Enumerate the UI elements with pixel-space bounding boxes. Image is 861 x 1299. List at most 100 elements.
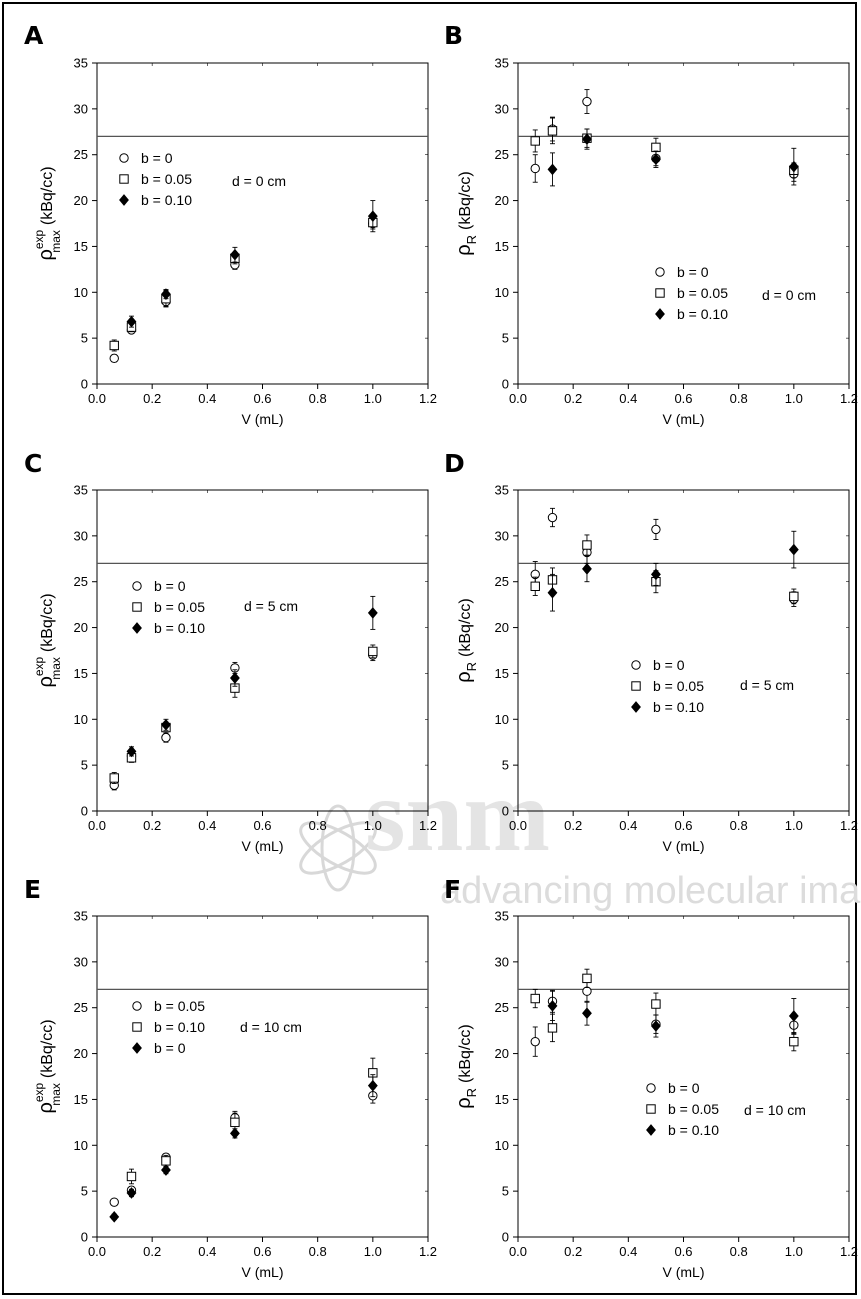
y-tick-label: 5 xyxy=(502,758,509,773)
panel-d: D 0.0 0.2 0.4 0.6 0.8 1.0 1.2 0 5 10 15 20 25 30 35 V (m… xyxy=(444,449,858,854)
series-diamond xyxy=(547,530,799,612)
y-axis-superscript: exp xyxy=(32,229,46,249)
legend-entry: b = 0 xyxy=(655,264,709,280)
y-axis-label: ρexp max (kBq/cc) xyxy=(32,1019,63,1113)
y-tick-label: 20 xyxy=(74,1046,88,1061)
data-point xyxy=(367,1079,378,1092)
series-square xyxy=(109,644,378,784)
legend-entry: b = 0.10 xyxy=(119,192,192,208)
series-circle xyxy=(109,217,378,364)
legend-entry: b = 0.10 xyxy=(132,1019,205,1035)
data-point xyxy=(547,1000,558,1012)
x-tick-label: 0.8 xyxy=(309,1244,327,1259)
x-axis-label: V (mL) xyxy=(242,838,284,854)
legend-marker-square xyxy=(132,602,142,612)
legend-entry: b = 0.05 xyxy=(119,171,192,187)
distance-annotation: d = 10 cm xyxy=(744,1102,806,1118)
y-axis-label: ρexp max (kBq/cc) xyxy=(32,593,63,687)
y-tick-label: 0 xyxy=(81,1230,88,1245)
data-point xyxy=(650,1020,661,1032)
legend-label: b = 0.10 xyxy=(668,1122,719,1138)
data-point xyxy=(651,142,661,153)
y-tick-label: 0 xyxy=(502,1230,509,1245)
x-tick-label: 0.4 xyxy=(619,818,637,833)
legend-label: b = 0.05 xyxy=(154,998,205,1014)
legend-marker-circle xyxy=(655,267,665,277)
plot-frame xyxy=(517,62,850,385)
plot-frame xyxy=(96,62,429,385)
y-tick-label: 15 xyxy=(495,1092,509,1107)
data-point xyxy=(161,288,171,300)
x-tick-label: 0.4 xyxy=(198,1244,216,1259)
x-tick-label: 1.2 xyxy=(840,818,858,833)
panel-b: B 0.0 0.2 0.4 0.6 0.8 1.0 1.2 0 5 10 15 20 25 30 35 V (m… xyxy=(444,21,858,427)
y-axis-symbol: ρ xyxy=(35,249,57,260)
y-tick-label: 30 xyxy=(495,528,509,543)
data-point xyxy=(109,1211,120,1223)
x-axis-label: V (mL) xyxy=(663,1264,705,1280)
distance-annotation: d = 5 cm xyxy=(244,598,298,614)
legend-label: b = 0.10 xyxy=(154,620,205,636)
y-axis-label: ρR (kBq/cc) xyxy=(453,598,479,682)
y-tick-label: 25 xyxy=(495,1000,509,1015)
legend-entry: b = 0.10 xyxy=(646,1122,719,1138)
x-tick-label: 0.0 xyxy=(509,1244,527,1259)
y-axis-label: ρR (kBq/cc) xyxy=(453,1024,479,1108)
legend-marker-circle xyxy=(119,153,129,163)
y-axis-subscript: R xyxy=(464,662,479,671)
y-tick-label: 0 xyxy=(502,804,509,819)
legend-label: b = 0.05 xyxy=(668,1101,719,1117)
panel-letter: C xyxy=(24,449,42,478)
y-tick-label: 35 xyxy=(495,56,509,71)
panel-c: C 0.0 0.2 0.4 0.6 0.8 1.0 1.2 0 5 10 15 20 25 30 35 V (m… xyxy=(24,449,437,854)
distance-annotation: d = 5 cm xyxy=(740,677,794,693)
panel-letter: A xyxy=(24,21,44,50)
y-tick-label: 10 xyxy=(495,1138,509,1153)
data-point xyxy=(582,973,592,984)
legend-label: b = 0.05 xyxy=(653,678,704,694)
legend-marker-diamond xyxy=(132,1042,142,1054)
data-point xyxy=(547,163,558,176)
x-tick-label: 0.2 xyxy=(143,391,161,406)
series-square xyxy=(109,217,378,352)
legend-entry: b = 0.05 xyxy=(655,285,728,301)
x-tick-label: 1.0 xyxy=(785,391,803,406)
y-tick-label: 20 xyxy=(495,620,509,635)
data-point xyxy=(109,340,119,351)
x-tick-label: 0.8 xyxy=(730,818,748,833)
y-axis-unit: (kBq/cc) xyxy=(39,166,56,225)
distance-annotation: d = 10 cm xyxy=(240,1019,302,1035)
y-axis-superscript: exp xyxy=(32,656,46,676)
y-tick-label: 25 xyxy=(495,147,509,162)
y-axis-subscript: R xyxy=(464,1088,479,1097)
y-tick-label: 10 xyxy=(495,285,509,300)
data-point xyxy=(126,315,137,328)
panel-letter: B xyxy=(444,21,463,50)
y-tick-label: 30 xyxy=(74,954,88,969)
data-point xyxy=(651,524,661,535)
legend-entry: b = 0.10 xyxy=(655,306,728,322)
data-point xyxy=(109,1197,119,1207)
data-point xyxy=(161,732,171,743)
series-diamond xyxy=(547,128,799,187)
legend-label: b = 0 xyxy=(668,1080,700,1096)
data-point xyxy=(229,248,240,261)
x-axis-label: V (mL) xyxy=(663,411,705,427)
y-tick-label: 20 xyxy=(495,1046,509,1061)
legend-marker-square xyxy=(132,1022,142,1032)
legend-label: b = 0 xyxy=(653,657,685,673)
y-axis-symbol: ρ xyxy=(453,1097,475,1108)
series-square xyxy=(530,534,799,605)
y-axis-subscript: max xyxy=(49,230,63,253)
data-point xyxy=(651,999,661,1009)
legend-label: b = 0 xyxy=(677,264,709,280)
panel-letter: D xyxy=(444,449,465,478)
series-square xyxy=(530,117,799,179)
data-point xyxy=(547,512,558,523)
data-point xyxy=(582,1007,592,1020)
data-point xyxy=(530,1036,540,1047)
data-point xyxy=(126,1187,137,1199)
x-tick-label: 1.2 xyxy=(840,391,858,406)
x-tick-label: 0.4 xyxy=(198,818,216,833)
